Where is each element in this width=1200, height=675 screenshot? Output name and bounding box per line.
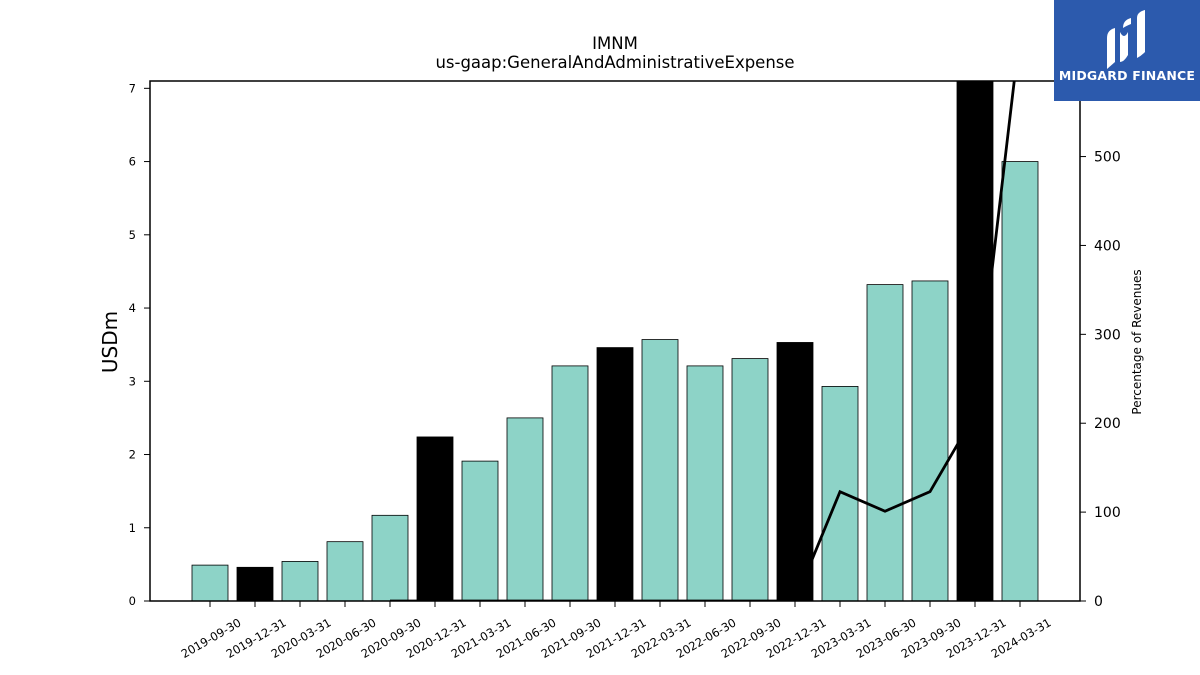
y-axis-label: USDm	[98, 311, 122, 373]
y-tick-label: 2	[129, 448, 136, 462]
y-tick-label: 6	[129, 155, 136, 169]
bar-2021-06-30	[506, 417, 544, 601]
bar-2022-12-31	[776, 342, 814, 601]
y-tick-label: 7	[129, 81, 136, 95]
bar-2020-03-31	[281, 561, 319, 601]
midgard-logo-icon	[1107, 10, 1145, 69]
x-axis: 2019-09-302019-12-312020-03-312020-06-30…	[179, 601, 1054, 661]
bar-2023-06-30	[866, 284, 904, 601]
bar-2023-09-30	[911, 280, 949, 601]
bar-2023-12-31	[956, 81, 994, 601]
y-tick-label: 4	[129, 301, 136, 315]
bar-2022-03-31	[641, 339, 679, 601]
y2-axis-label: Percentage of Revenues	[1130, 269, 1144, 414]
y-axis-right: 0 100 200 300 400 500	[1080, 150, 1121, 610]
bar-2020-09-30	[371, 514, 409, 601]
bars-group	[191, 81, 1039, 601]
revenue-percentage-line	[390, 81, 1016, 601]
bar-2021-03-31	[461, 460, 499, 601]
chart-title: IMNM	[592, 34, 638, 53]
y-tick-label: 5	[129, 228, 136, 242]
y-tick-label: 3	[129, 374, 136, 388]
bar-2020-12-31	[416, 436, 454, 601]
y2-tick-label: 0	[1094, 594, 1103, 610]
y-axis-left: 0 1 2 3 4 5 6 7	[129, 81, 150, 608]
y2-tick-label: 200	[1094, 416, 1121, 432]
y2-tick-label: 300	[1094, 327, 1121, 343]
bar-2024-03-31	[1001, 161, 1039, 601]
y2-tick-label: 100	[1094, 505, 1121, 521]
y-tick-label: 1	[129, 521, 136, 535]
bar-2021-12-31	[596, 347, 634, 601]
chart-subtitle: us-gaap:GeneralAndAdministrativeExpense	[435, 53, 794, 72]
bar-2019-09-30	[191, 564, 229, 601]
logo-text: MIDGARD FINANCE	[1058, 68, 1196, 83]
bar-2019-12-31	[236, 566, 274, 601]
y2-tick-label: 400	[1094, 238, 1121, 254]
bar-2022-09-30	[731, 358, 769, 601]
y2-tick-label: 500	[1094, 150, 1121, 166]
bar-2021-09-30	[551, 365, 589, 601]
y-tick-label: 0	[129, 594, 136, 608]
bar-2022-06-30	[686, 365, 724, 601]
bar-2020-06-30	[326, 541, 364, 601]
midgard-finance-logo: MIDGARD FINANCE	[1054, 0, 1200, 101]
